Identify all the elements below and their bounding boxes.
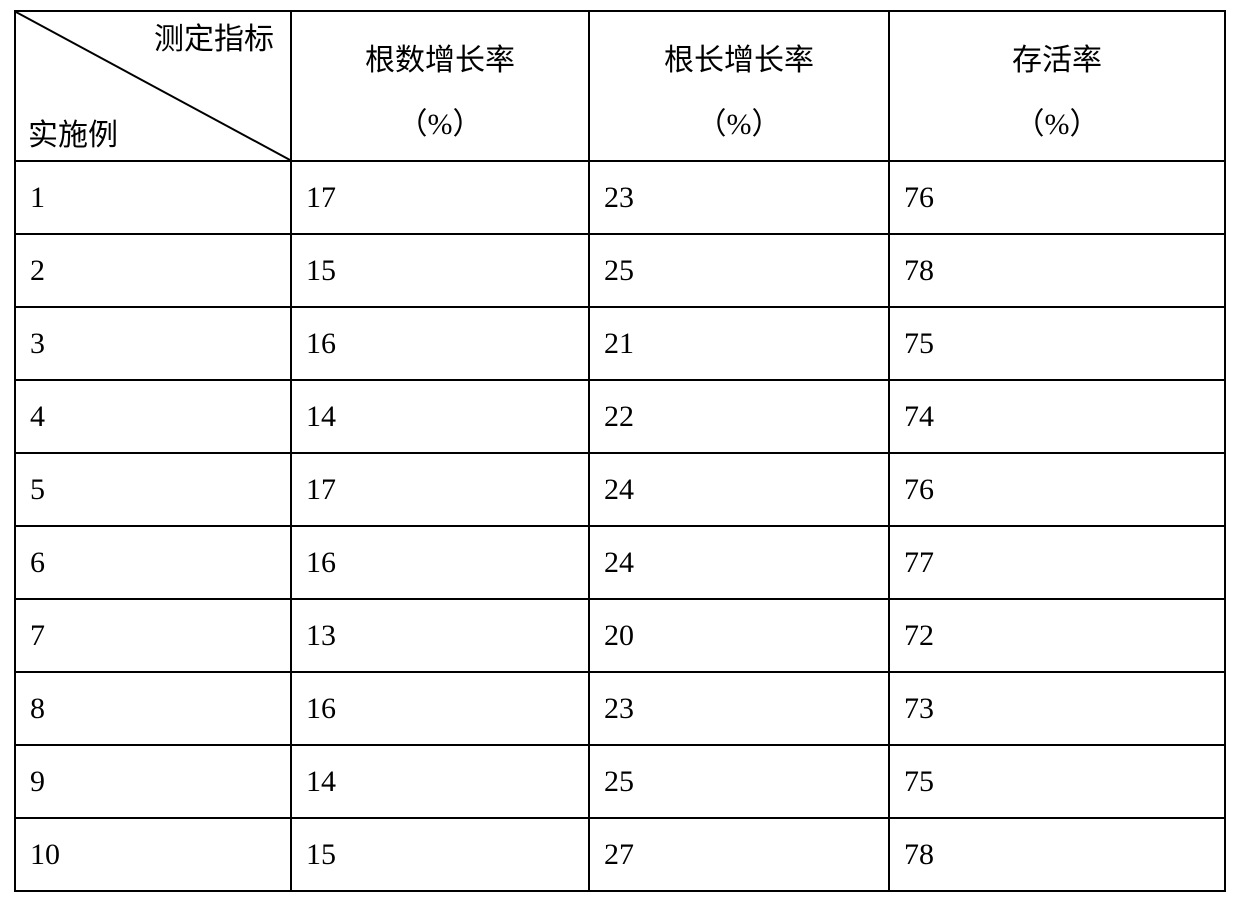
- cell: 25: [589, 234, 889, 307]
- cell: 16: [291, 672, 589, 745]
- col-header-root-count-growth: 根数增长率 （%）: [291, 11, 589, 161]
- cell: 16: [291, 307, 589, 380]
- table-row: 4 14 22 74: [15, 380, 1225, 453]
- row-label: 1: [15, 161, 291, 234]
- cell: 74: [889, 380, 1225, 453]
- col-header-survival-rate: 存活率 （%）: [889, 11, 1225, 161]
- cell: 22: [589, 380, 889, 453]
- table-row: 9 14 25 75: [15, 745, 1225, 818]
- cell: 27: [589, 818, 889, 891]
- cell: 23: [589, 161, 889, 234]
- table-container: 测定指标 实施例 根数增长率 （%） 根长增长率 （%） 存活率 （%）: [0, 0, 1240, 902]
- row-label: 3: [15, 307, 291, 380]
- table-row: 2 15 25 78: [15, 234, 1225, 307]
- cell: 73: [889, 672, 1225, 745]
- cell: 17: [291, 453, 589, 526]
- col-header-line1: 根数增长率: [300, 43, 580, 79]
- table-row: 3 16 21 75: [15, 307, 1225, 380]
- cell: 17: [291, 161, 589, 234]
- cell: 16: [291, 526, 589, 599]
- table-row: 5 17 24 76: [15, 453, 1225, 526]
- col-header-line2: （%）: [898, 107, 1216, 143]
- row-label: 8: [15, 672, 291, 745]
- cell: 13: [291, 599, 589, 672]
- cell: 75: [889, 307, 1225, 380]
- col-header-line1: 存活率: [898, 43, 1216, 79]
- row-label: 2: [15, 234, 291, 307]
- cell: 24: [589, 453, 889, 526]
- cell: 78: [889, 234, 1225, 307]
- table-header-row: 测定指标 实施例 根数增长率 （%） 根长增长率 （%） 存活率 （%）: [15, 11, 1225, 161]
- cell: 25: [589, 745, 889, 818]
- row-label: 4: [15, 380, 291, 453]
- data-table: 测定指标 实施例 根数增长率 （%） 根长增长率 （%） 存活率 （%）: [14, 10, 1226, 892]
- row-label: 5: [15, 453, 291, 526]
- cell: 77: [889, 526, 1225, 599]
- cell: 20: [589, 599, 889, 672]
- cell: 21: [589, 307, 889, 380]
- cell: 24: [589, 526, 889, 599]
- col-header-line1: 根长增长率: [598, 43, 880, 79]
- row-label: 9: [15, 745, 291, 818]
- header-bottom-left-label: 实施例: [28, 118, 118, 154]
- cell: 75: [889, 745, 1225, 818]
- cell: 15: [291, 818, 589, 891]
- cell: 23: [589, 672, 889, 745]
- cell: 76: [889, 161, 1225, 234]
- cell: 14: [291, 380, 589, 453]
- col-header-line2: （%）: [598, 107, 880, 143]
- table-row: 7 13 20 72: [15, 599, 1225, 672]
- row-label: 6: [15, 526, 291, 599]
- cell: 14: [291, 745, 589, 818]
- col-header-root-length-growth: 根长增长率 （%）: [589, 11, 889, 161]
- table-row: 1 17 23 76: [15, 161, 1225, 234]
- diagonal-header-cell: 测定指标 实施例: [15, 11, 291, 161]
- cell: 76: [889, 453, 1225, 526]
- cell: 15: [291, 234, 589, 307]
- table-row: 6 16 24 77: [15, 526, 1225, 599]
- cell: 72: [889, 599, 1225, 672]
- table-row: 8 16 23 73: [15, 672, 1225, 745]
- row-label: 10: [15, 818, 291, 891]
- table-row: 10 15 27 78: [15, 818, 1225, 891]
- col-header-line2: （%）: [300, 107, 580, 143]
- row-label: 7: [15, 599, 291, 672]
- cell: 78: [889, 818, 1225, 891]
- header-top-right-label: 测定指标: [154, 22, 274, 58]
